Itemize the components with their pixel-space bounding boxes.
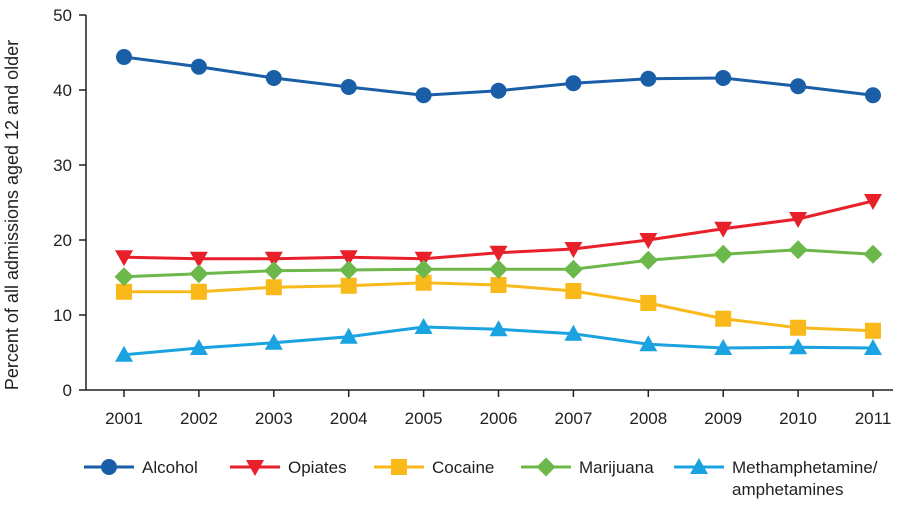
data-point xyxy=(190,283,207,300)
data-point xyxy=(714,221,733,238)
legend-label: Methamphetamine/ xyxy=(732,458,878,477)
axes: 0 10 20 30 40 50 2001 2002 2003 2004 2005 2006 2007 2… xyxy=(53,6,893,428)
x-tick-label: 2003 xyxy=(255,409,293,428)
legend-label: Alcohol xyxy=(142,458,198,477)
series-alcohol xyxy=(116,49,881,104)
data-point xyxy=(116,49,132,65)
data-point xyxy=(564,242,583,258)
data-point xyxy=(489,245,508,262)
data-point xyxy=(715,310,732,327)
data-point xyxy=(116,283,132,300)
legend-marker xyxy=(246,460,264,476)
series-group xyxy=(114,49,883,362)
legend-item: Methamphetamine/amphetamines xyxy=(674,458,878,499)
data-point xyxy=(339,250,358,267)
data-point xyxy=(790,78,807,95)
legend-label: amphetamines xyxy=(732,480,844,499)
data-point xyxy=(114,267,134,287)
data-point xyxy=(639,233,658,249)
x-tick-label: 2002 xyxy=(180,409,218,428)
data-point xyxy=(264,261,284,281)
data-point xyxy=(340,277,357,294)
x-tick-label: 2009 xyxy=(704,409,742,428)
data-point xyxy=(788,240,808,260)
x-tick-label: 2005 xyxy=(405,409,443,428)
legend-marker xyxy=(536,457,556,477)
y-tick-label: 0 xyxy=(63,381,72,400)
data-point xyxy=(264,251,283,268)
x-tick-label: 2006 xyxy=(480,409,518,428)
legend-label: Marijuana xyxy=(579,458,654,477)
data-point xyxy=(863,244,883,264)
data-point xyxy=(189,264,209,284)
data-point xyxy=(265,70,282,86)
y-tick-label: 40 xyxy=(53,81,72,100)
series-marijuana xyxy=(114,240,883,287)
legend-marker xyxy=(690,458,708,474)
data-point xyxy=(415,274,432,291)
data-point xyxy=(638,250,658,270)
y-tick-label: 30 xyxy=(53,156,72,175)
data-point xyxy=(865,87,881,104)
data-point xyxy=(789,212,808,228)
data-point xyxy=(264,333,283,350)
x-tick-label: 2008 xyxy=(629,409,667,428)
y-tick-label: 20 xyxy=(53,231,72,250)
x-tick-label: 2004 xyxy=(330,409,368,428)
series-cocaine xyxy=(116,274,881,339)
data-point xyxy=(489,320,508,337)
data-point xyxy=(414,259,434,279)
data-point xyxy=(490,82,507,99)
data-point xyxy=(190,58,207,75)
data-point xyxy=(339,327,358,344)
data-point xyxy=(489,259,508,279)
data-point xyxy=(640,295,657,311)
data-point xyxy=(790,319,807,336)
data-point xyxy=(415,87,432,104)
x-tick-label: 2007 xyxy=(554,409,592,428)
data-point xyxy=(565,283,582,299)
series-opiates xyxy=(115,194,882,268)
y-axis-label: Percent of all admissions aged 12 and ol… xyxy=(2,40,22,390)
data-point xyxy=(865,322,881,339)
data-point xyxy=(189,251,208,268)
data-point xyxy=(265,279,282,296)
data-point xyxy=(639,335,658,352)
data-point xyxy=(564,324,583,341)
legend: Alcohol Opiates Cocaine Marijuana Methamphet… xyxy=(84,457,878,499)
legend-item: Marijuana xyxy=(521,457,654,477)
legend-item: Opiates xyxy=(230,458,347,477)
data-point xyxy=(864,194,882,210)
y-tick-label: 50 xyxy=(53,6,72,25)
legend-label: Opiates xyxy=(288,458,347,477)
legend-item: Cocaine xyxy=(374,458,494,477)
data-point xyxy=(714,339,733,355)
data-point xyxy=(565,75,582,92)
data-point xyxy=(414,318,433,334)
legend-item: Alcohol xyxy=(84,458,198,477)
data-point xyxy=(864,339,882,355)
data-point xyxy=(189,339,208,355)
data-point xyxy=(640,70,657,87)
data-point xyxy=(715,70,732,86)
series-methamphetamine-amphetamines xyxy=(115,318,882,362)
data-point xyxy=(789,338,808,355)
data-point xyxy=(339,260,359,280)
x-tick-label: 2011 xyxy=(855,409,892,428)
data-point xyxy=(115,250,133,267)
x-tick-label: 2001 xyxy=(105,409,143,428)
legend-label: Cocaine xyxy=(432,458,494,477)
data-point xyxy=(490,277,507,293)
data-point xyxy=(563,259,583,279)
data-point xyxy=(115,345,133,362)
legend-marker xyxy=(101,459,117,475)
y-tick-label: 10 xyxy=(53,306,72,325)
legend-marker xyxy=(391,459,407,475)
x-tick-label: 2010 xyxy=(779,409,817,428)
data-point xyxy=(340,79,357,95)
data-point xyxy=(713,244,733,264)
